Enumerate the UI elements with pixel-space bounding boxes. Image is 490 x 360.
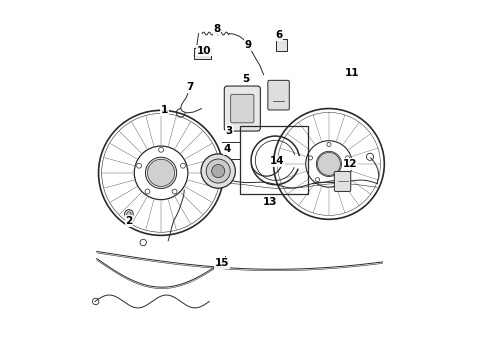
Circle shape xyxy=(345,156,349,160)
Text: 4: 4 xyxy=(223,144,231,154)
Circle shape xyxy=(318,153,341,175)
Circle shape xyxy=(127,212,131,216)
Circle shape xyxy=(316,177,319,182)
Text: 9: 9 xyxy=(245,40,251,50)
Circle shape xyxy=(172,189,177,194)
FancyBboxPatch shape xyxy=(224,86,260,131)
FancyBboxPatch shape xyxy=(231,94,254,123)
Circle shape xyxy=(338,177,343,182)
Circle shape xyxy=(124,210,133,218)
Text: 2: 2 xyxy=(125,216,132,226)
FancyBboxPatch shape xyxy=(268,80,289,110)
Circle shape xyxy=(201,154,235,188)
Circle shape xyxy=(137,163,142,168)
Circle shape xyxy=(317,151,342,176)
Circle shape xyxy=(145,189,150,194)
Circle shape xyxy=(159,147,164,152)
Circle shape xyxy=(146,157,177,189)
Bar xyxy=(240,126,308,194)
Text: 14: 14 xyxy=(270,157,285,166)
FancyBboxPatch shape xyxy=(276,39,287,51)
Circle shape xyxy=(308,156,313,160)
Circle shape xyxy=(212,165,225,177)
Circle shape xyxy=(206,159,230,183)
Text: 15: 15 xyxy=(215,258,229,268)
Circle shape xyxy=(180,163,185,168)
Circle shape xyxy=(147,159,174,186)
Text: 8: 8 xyxy=(214,24,221,34)
Text: 3: 3 xyxy=(226,126,233,136)
Text: 12: 12 xyxy=(343,159,358,169)
Text: 5: 5 xyxy=(243,74,250,84)
Text: 1: 1 xyxy=(161,105,168,115)
Text: 10: 10 xyxy=(197,46,212,56)
Text: 6: 6 xyxy=(275,30,283,40)
FancyBboxPatch shape xyxy=(334,171,351,192)
Text: 7: 7 xyxy=(186,82,194,92)
Text: 13: 13 xyxy=(263,197,277,207)
Circle shape xyxy=(327,143,331,147)
Text: 11: 11 xyxy=(345,68,360,78)
FancyBboxPatch shape xyxy=(194,48,211,59)
